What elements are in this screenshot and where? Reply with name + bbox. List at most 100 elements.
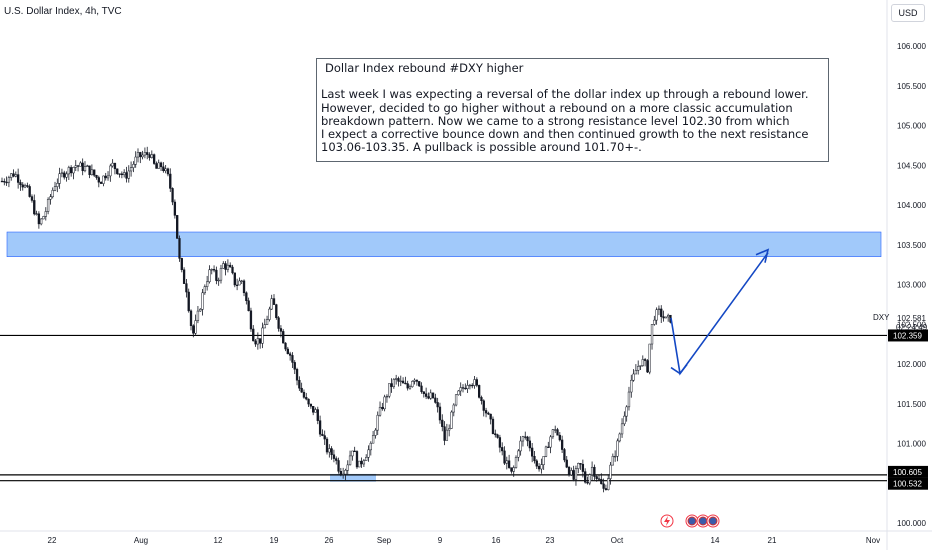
- candle-body: [180, 258, 183, 271]
- candle-body: [335, 458, 338, 461]
- y-tick-label: 105.500: [897, 82, 926, 91]
- candle-body: [438, 406, 442, 421]
- candle-body: [390, 383, 393, 387]
- y-tick-label: 100.000: [897, 519, 926, 528]
- candle-body: [330, 448, 333, 456]
- candle-body: [125, 172, 128, 179]
- candle-body: [454, 394, 458, 406]
- candle-body: [226, 264, 230, 270]
- candle-body: [441, 419, 444, 427]
- candle-body: [381, 406, 384, 410]
- candle-body: [609, 464, 612, 479]
- candle-body: [567, 466, 571, 476]
- candle-body: [443, 426, 446, 441]
- candle-body: [171, 188, 174, 203]
- candle-body: [641, 359, 644, 366]
- forecast-arrow: [670, 252, 769, 376]
- candle-body: [637, 366, 640, 371]
- candle-body: [369, 442, 372, 451]
- candle-body: [542, 456, 545, 465]
- candle-body: [494, 433, 497, 436]
- candle-body: [572, 470, 575, 480]
- price-tag: [888, 465, 928, 478]
- candle-body: [374, 429, 377, 436]
- support-zone: [330, 473, 376, 482]
- candle-body: [404, 382, 407, 385]
- candle-body: [28, 186, 31, 197]
- candle-body: [498, 437, 502, 448]
- candle-body: [67, 167, 70, 175]
- candle-body: [512, 467, 515, 472]
- candle-body: [40, 218, 43, 225]
- candle-body: [579, 463, 582, 465]
- y-tick-label: 101.000: [897, 440, 926, 449]
- candle-body: [531, 447, 534, 457]
- candle-body: [76, 165, 80, 167]
- candle-body: [182, 269, 186, 284]
- candle-body: [424, 393, 428, 397]
- resistance-zone: [6, 231, 882, 257]
- candle-body: [70, 167, 73, 174]
- candle-body: [540, 464, 543, 470]
- x-tick-label: 14: [711, 536, 720, 545]
- candle-body: [399, 380, 402, 383]
- candle-body: [132, 164, 135, 168]
- candle-body: [477, 385, 481, 398]
- candle-body: [383, 396, 386, 410]
- y-tick-label: 105.000: [897, 122, 926, 131]
- candle-body: [314, 409, 317, 413]
- candle-body: [141, 154, 144, 158]
- candle-body: [254, 340, 257, 345]
- candle-body: [109, 165, 112, 177]
- candle-body: [23, 185, 27, 188]
- candle-body: [249, 310, 253, 330]
- currency-button[interactable]: USD: [891, 4, 925, 22]
- candle-body: [74, 165, 77, 168]
- candle-body: [323, 435, 326, 440]
- candle-body: [88, 165, 91, 175]
- candle-body: [514, 456, 518, 468]
- candle-body: [662, 316, 665, 319]
- candle-body: [203, 286, 206, 294]
- candle-body: [217, 279, 220, 282]
- candle-body: [664, 316, 668, 319]
- candle-body: [544, 446, 548, 457]
- candle-body: [524, 436, 527, 438]
- candle-body: [459, 387, 462, 392]
- note-line: Last week I was expecting a reversal of …: [321, 87, 809, 102]
- candle-body: [305, 397, 308, 400]
- candle-body: [127, 170, 130, 179]
- candle-body: [33, 200, 36, 215]
- candle-body: [26, 185, 29, 187]
- candle-body: [65, 173, 68, 178]
- candle-body: [625, 406, 628, 417]
- candle-body: [351, 450, 354, 457]
- candle-body: [395, 378, 398, 380]
- last-price-label: 102.581: [897, 314, 926, 323]
- candle-body: [496, 434, 499, 438]
- candle-body: [634, 370, 638, 375]
- candle-body: [376, 414, 379, 431]
- candle-body: [643, 359, 647, 361]
- forecast-arrowhead-up: [755, 248, 770, 263]
- candle-body: [263, 324, 266, 329]
- candle-body: [482, 400, 485, 411]
- candle-body: [341, 473, 345, 476]
- candle-body: [620, 423, 624, 435]
- candle-body: [464, 387, 467, 390]
- candle-body: [0, 180, 4, 183]
- candle-body: [639, 365, 642, 367]
- candle-body: [408, 386, 412, 389]
- candle-body: [42, 216, 45, 220]
- candle-body: [16, 174, 20, 183]
- candle-body: [521, 436, 525, 442]
- candle-body: [360, 460, 363, 465]
- y-tick-label: 103.500: [897, 241, 926, 250]
- candle-body: [533, 456, 536, 462]
- candle-body: [321, 433, 324, 436]
- candle-body: [660, 308, 663, 317]
- candle-body: [302, 391, 306, 398]
- candle-body: [245, 292, 248, 301]
